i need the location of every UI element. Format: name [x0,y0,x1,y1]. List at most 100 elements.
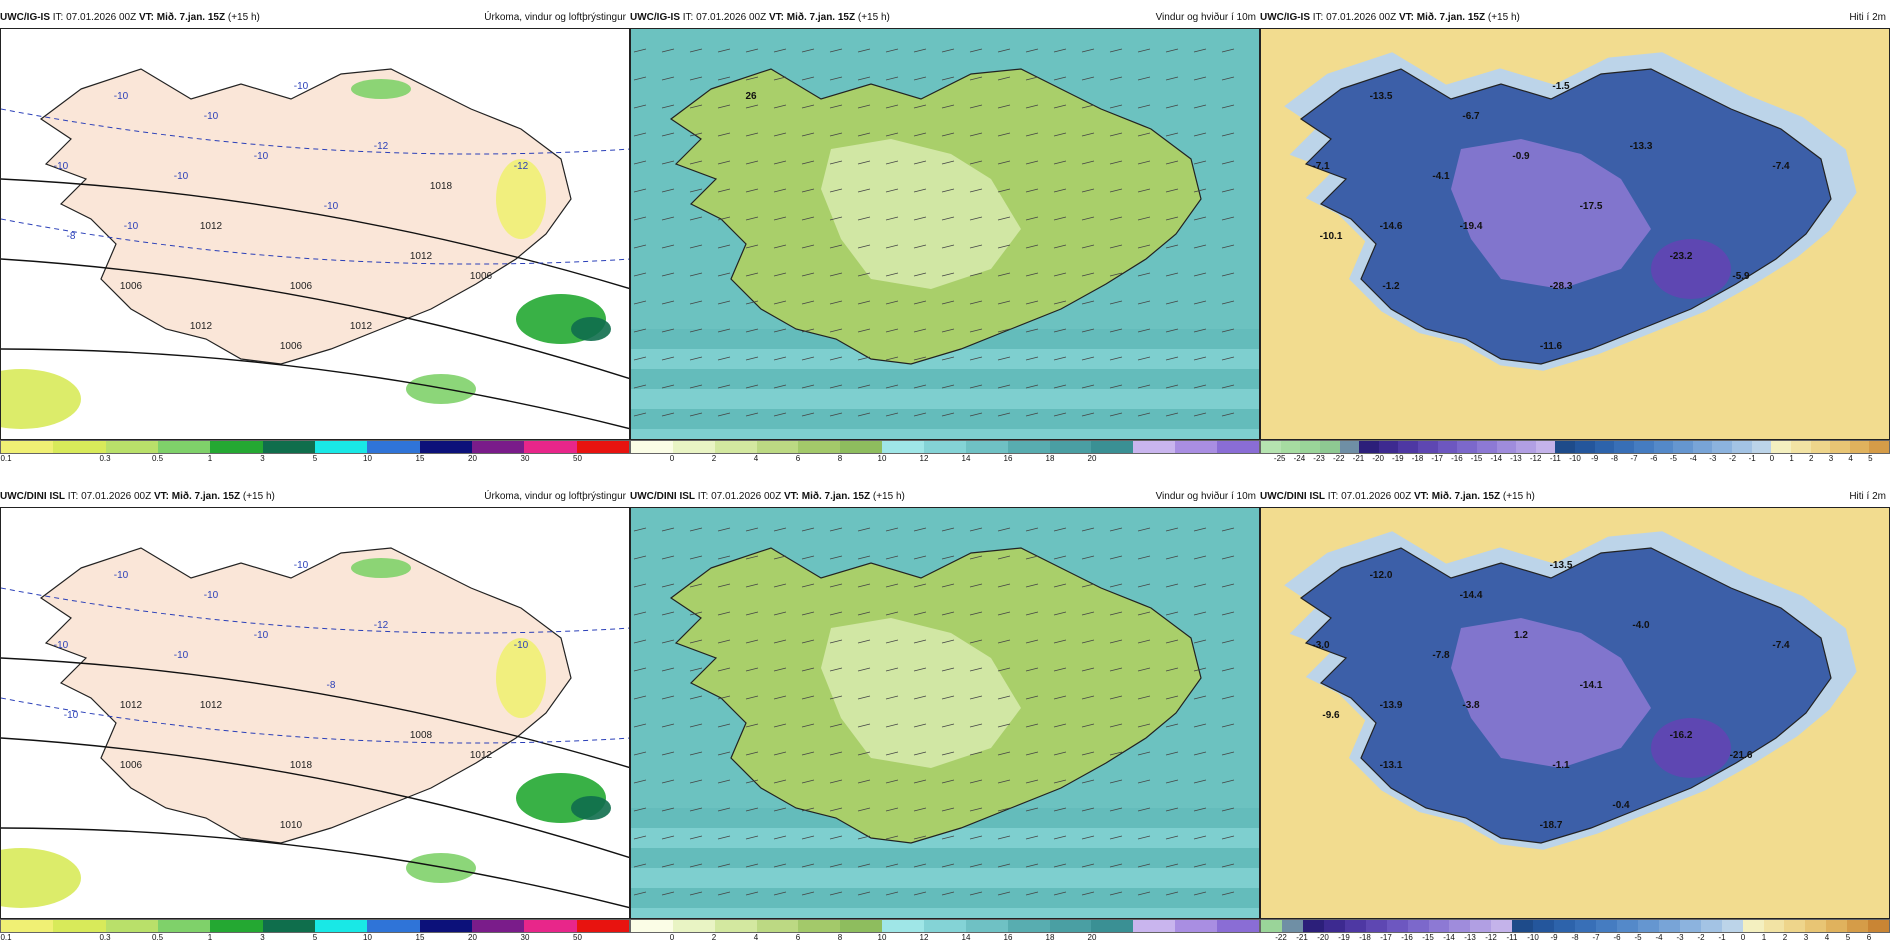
map-value-label: -1.5 [1552,81,1570,92]
wind-arrow [1221,160,1235,165]
wind-arrow [689,160,703,165]
wind-arrow [829,272,843,277]
init-time: IT: 07.01.2026 00Z [682,12,767,23]
temperature-legend: -22 -21 -20 -19 -18 -17 -16 -15 -14 -13 -12 -11 -10-… [1260,919,1890,942]
panel-igis-temp: UWC/IG-IS IT: 07.01.2026 00Z VT: Mið. 7.… [1260,8,1890,463]
wind-arrow [997,555,1011,560]
wind-arrow [1193,272,1207,277]
wind-arrow [1137,751,1151,756]
wind-arrow [717,188,731,193]
wind-arrow [913,356,927,361]
wind-arrow [1193,188,1207,193]
legend-swatch [1007,441,1050,453]
legend-swatch [1751,441,1772,453]
legend-tick: 20 [468,933,477,942]
wind-arrow [941,384,955,389]
wind-arrow [1193,583,1207,588]
wind-arrow [773,104,787,109]
legend-tick: -12 [1529,454,1542,463]
wind-arrow [745,583,759,588]
wind-arrow [829,751,843,756]
legend-tick: 10 [877,454,887,463]
wind-arrow [801,835,815,840]
wind-arrow [1193,863,1207,868]
wind-arrow [773,48,787,53]
wind-arrow [913,300,927,305]
wind-arrow [941,695,955,700]
legend-tick: -15 [1470,454,1483,463]
wind-arrow [969,527,983,532]
wind-arrow [885,412,899,417]
legend-swatch [576,441,629,453]
legend-swatch [714,441,757,453]
wind-arrow [633,48,647,53]
wind-arrow [1137,807,1151,812]
wind-arrow [661,695,675,700]
map-value-label: -13.1 [1380,760,1403,771]
map-value-label: -10 [124,221,139,232]
wind-arrow [1137,835,1151,840]
wind-arrow [633,863,647,868]
wind-arrow [1025,527,1039,532]
legend-swatch [262,920,315,932]
wind-arrow [1081,807,1095,812]
wind-arrow [997,751,1011,756]
legend-swatch [1407,920,1429,932]
lead-time: (+15 h) [1487,12,1520,23]
wind-arrow [969,356,983,361]
wind-arrow [1025,639,1039,644]
model-name: UWC/IG-IS [630,12,680,23]
legend-swatch [471,920,525,932]
legend-swatch [1533,920,1555,932]
wind-arrow [1193,779,1207,784]
legend-swatch [1344,920,1366,932]
wind-arrow [1165,779,1179,784]
wind-arrow [969,611,983,616]
wind-arrow [1081,132,1095,137]
map-value-label: 1008 [410,730,433,741]
wind-arrow [997,272,1011,277]
legend-swatch [419,441,472,453]
wind-arrow [997,48,1011,53]
wind-arrow [829,384,843,389]
wind-arrow [689,300,703,305]
wind-arrow [661,723,675,728]
legend-tick: -3 [1709,454,1717,463]
legend-swatch [105,920,158,932]
wind-arrow [1165,328,1179,333]
wind-arrow [1053,48,1067,53]
map-value-label: -10 [54,161,69,172]
legend-tick: 0.3 [99,933,111,942]
legend-swatch [1637,920,1659,932]
wind-arrow [1137,527,1151,532]
wind-arrow [1109,751,1123,756]
wind-arrow [1221,779,1235,784]
legend-tick: 1 [1761,933,1767,942]
wind-arrow [661,328,675,333]
wind-arrow [1053,300,1067,305]
map-value-label: 1006 [120,760,143,771]
legend-colorbar [0,919,630,933]
map-value-label: 1012 [190,321,213,332]
wind-arrow [885,611,899,616]
legend-tick: -10 [1527,933,1539,942]
wind-arrow [1165,863,1179,868]
wind-arrow [913,216,927,221]
legend-swatch [53,920,106,932]
legend-swatch [1771,441,1791,453]
wind-arrow [1025,412,1039,417]
wind-arrow [1025,272,1039,277]
wind-arrow [773,356,787,361]
iceland-landmass [39,547,572,844]
wind-arrow [801,891,815,896]
legend-swatch [1302,920,1324,932]
wind-arrow [689,328,703,333]
wind-arrow [1025,384,1039,389]
wind-arrow [1025,807,1039,812]
wind-arrow [1053,188,1067,193]
wind-arrow [633,76,647,81]
legend-tick: 4 [753,454,759,463]
legend-tick: -25 [1273,454,1286,463]
wind-arrow [689,272,703,277]
wind-arrow [1025,835,1039,840]
